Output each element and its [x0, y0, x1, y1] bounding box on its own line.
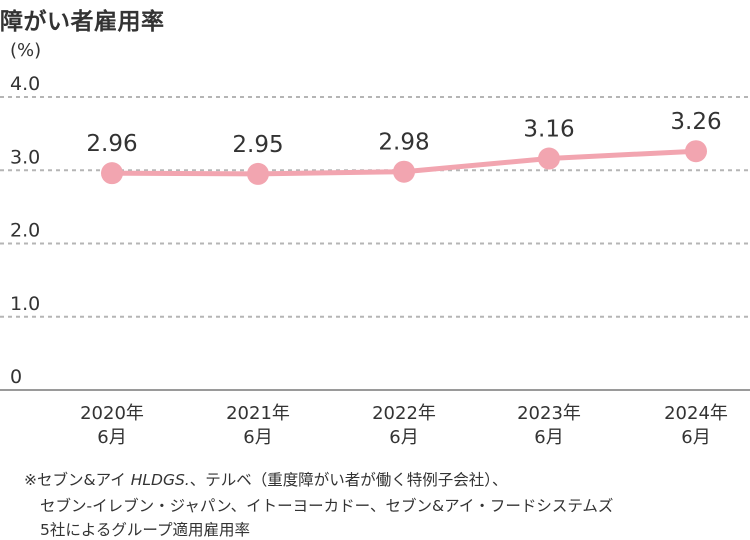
data-label: 2.96 — [86, 131, 137, 157]
footnote-line-1-italic: HLDGS. — [130, 471, 190, 489]
chart-title: 障がい者雇用率 — [0, 9, 165, 35]
data-point — [393, 160, 415, 183]
y-unit-label: (%) — [10, 40, 41, 61]
x-tick-label: 2021年 6月 — [226, 403, 290, 448]
footnote-line-3: 5社によるグループ適用雇用率 — [40, 521, 250, 539]
data-label: 2.98 — [378, 130, 429, 156]
footnote-line-1: ※セブン&アイ HLDGS.、テルベ（重度障がい者が働く特例子会社）、 — [24, 468, 508, 490]
x-tick-label: 2022年 6月 — [372, 403, 436, 448]
data-point — [247, 162, 269, 185]
y-tick-label: 4.0 — [10, 73, 40, 95]
x-tick-label: 2024年 6月 — [664, 403, 728, 448]
data-label: 3.26 — [670, 109, 721, 135]
data-label: 2.95 — [232, 132, 283, 158]
y-tick-label: 0 — [10, 366, 22, 388]
y-tick-label: 2.0 — [10, 220, 40, 242]
data-point — [101, 162, 123, 185]
y-tick-label: 1.0 — [10, 293, 40, 315]
footnote-line-1-prefix: ※セブン&アイ — [24, 471, 131, 489]
y-tick-label: 3.0 — [10, 146, 40, 168]
data-label: 3.16 — [523, 117, 574, 143]
x-tick-label: 2023年 6月 — [517, 403, 581, 448]
data-point — [685, 140, 707, 163]
x-tick-label: 2020年 6月 — [80, 403, 144, 448]
data-point — [538, 147, 560, 170]
footnote-line-2: セブン-イレブン・ジャパン、イトーヨーカドー、セブン&アイ・フードシステムズ — [40, 497, 614, 515]
footnote-line-1-suffix: 、テルベ（重度障がい者が働く特例子会社）、 — [189, 471, 508, 489]
